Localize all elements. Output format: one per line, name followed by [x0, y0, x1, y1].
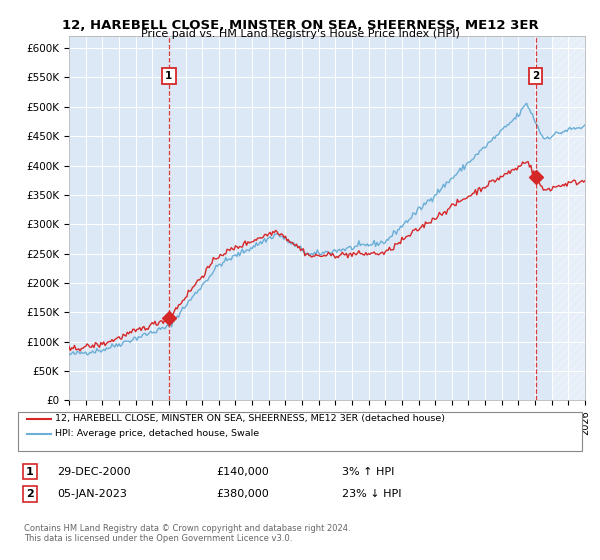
Text: 2: 2 — [26, 489, 34, 499]
Text: £140,000: £140,000 — [216, 466, 269, 477]
Point — [164, 314, 173, 323]
Text: 1: 1 — [165, 71, 172, 81]
Text: 23% ↓ HPI: 23% ↓ HPI — [342, 489, 401, 499]
Text: This data is licensed under the Open Government Licence v3.0.: This data is licensed under the Open Gov… — [24, 534, 292, 543]
Text: 12, HAREBELL CLOSE, MINSTER ON SEA, SHEERNESS, ME12 3ER (detached house): 12, HAREBELL CLOSE, MINSTER ON SEA, SHEE… — [55, 414, 445, 423]
Text: 3% ↑ HPI: 3% ↑ HPI — [342, 466, 394, 477]
Point — [531, 173, 541, 182]
Text: 29-DEC-2000: 29-DEC-2000 — [57, 466, 131, 477]
Text: HPI: Average price, detached house, Swale: HPI: Average price, detached house, Swal… — [55, 430, 259, 438]
Text: 1: 1 — [26, 466, 34, 477]
Text: 12, HAREBELL CLOSE, MINSTER ON SEA, SHEERNESS, ME12 3ER: 12, HAREBELL CLOSE, MINSTER ON SEA, SHEE… — [62, 19, 538, 32]
Text: 2: 2 — [532, 71, 539, 81]
Text: 05-JAN-2023: 05-JAN-2023 — [57, 489, 127, 499]
Text: Contains HM Land Registry data © Crown copyright and database right 2024.: Contains HM Land Registry data © Crown c… — [24, 524, 350, 533]
Text: £380,000: £380,000 — [216, 489, 269, 499]
Text: Price paid vs. HM Land Registry's House Price Index (HPI): Price paid vs. HM Land Registry's House … — [140, 29, 460, 39]
Bar — [552, 36, 585, 400]
